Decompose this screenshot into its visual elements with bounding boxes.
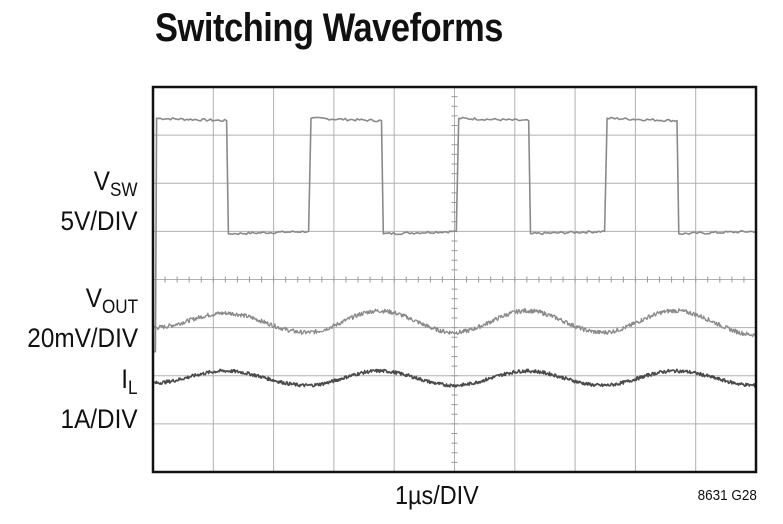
channel-label-il: IL 1A/DIV xyxy=(61,364,138,434)
channel-subscript: SW xyxy=(110,180,138,201)
channel-scale: 5V/DIV xyxy=(61,206,138,236)
trace-vsw xyxy=(153,116,757,353)
x-axis-label: 1µs/DIV xyxy=(395,480,479,510)
plot-frame xyxy=(151,85,758,474)
channel-label-vsw: VSW 5V/DIV xyxy=(61,166,138,236)
chart-title: Switching Waveforms xyxy=(155,6,503,50)
figure-code: 8631 G28 xyxy=(697,487,757,504)
channel-subscript: OUT xyxy=(101,297,138,318)
channel-label-vout: VOUT 20mV/DIV xyxy=(27,283,138,353)
grid xyxy=(152,86,757,473)
traces xyxy=(152,116,757,388)
channel-name: I xyxy=(121,364,129,394)
trace-il xyxy=(152,368,757,388)
channel-scale: 20mV/DIV xyxy=(27,323,138,353)
channel-name: V xyxy=(85,283,102,313)
channel-name: V xyxy=(94,166,111,196)
channel-scale: 1A/DIV xyxy=(61,404,138,434)
trace-vout xyxy=(152,308,757,338)
channel-subscript: L xyxy=(128,378,138,399)
